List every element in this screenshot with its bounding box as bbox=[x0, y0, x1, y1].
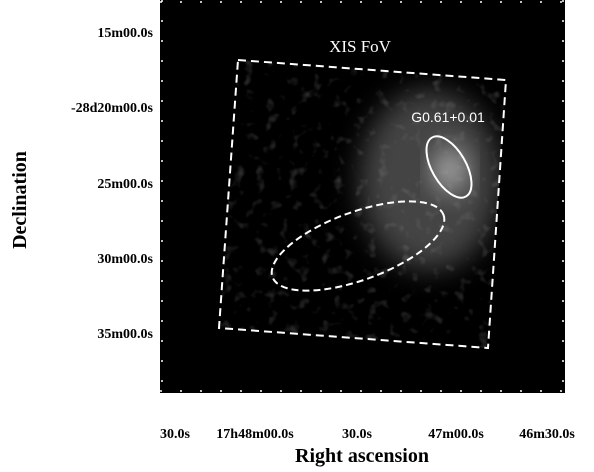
y-tick-label: 35m00.0s bbox=[97, 327, 153, 342]
y-tick-label: 30m00.0s bbox=[97, 252, 153, 267]
source-label: G0.61+0.01 bbox=[411, 109, 485, 125]
y-tick-label: -28d20m00.0s bbox=[71, 101, 154, 116]
x-tick-label: 30.0s bbox=[160, 427, 191, 442]
x-tick-label: 30.0s bbox=[342, 427, 373, 442]
emission bbox=[215, 55, 510, 350]
y-tick-label: 15m00.0s bbox=[97, 26, 153, 41]
y-tick-label: 25m00.0s bbox=[97, 177, 153, 192]
x-axis-title: Right ascension bbox=[295, 445, 429, 467]
y-axis-title: Declination bbox=[9, 151, 31, 249]
x-tick-label: 46m30.0s bbox=[519, 427, 575, 442]
fov-label: XIS FoV bbox=[329, 37, 392, 56]
figure: XIS FoV G0.61+0.01 Declination Right asc… bbox=[0, 0, 594, 472]
x-tick-label: 47m00.0s bbox=[428, 427, 484, 442]
x-tick-label: 17h48m00.0s bbox=[216, 427, 294, 442]
